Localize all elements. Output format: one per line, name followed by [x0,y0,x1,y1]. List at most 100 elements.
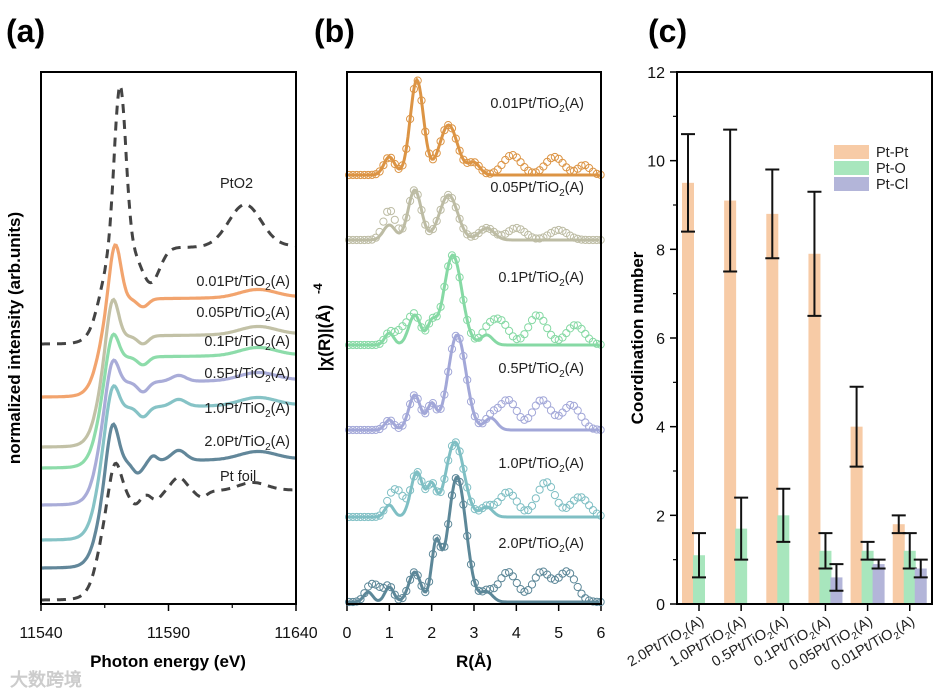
data-point-0-05pt-tio2-a- [512,223,521,233]
data-point-0-05pt-tio2-a- [428,225,437,234]
data-point-0-1pt-tio2-a- [482,322,491,331]
data-point-0-1pt-tio2-a- [546,330,556,339]
data-point-0-05pt-tio2-a- [383,207,392,216]
y-tick-label: 2 [656,508,665,525]
data-point-0-5pt-tio2-a- [577,412,586,421]
series-label: 0.5Pt/TiO2(A) [498,361,584,380]
data-point-0-01pt-tio2-a- [550,152,560,162]
data-point-2-0pt-tio2-a- [421,588,430,597]
data-point-0-5pt-tio2-a- [501,396,510,405]
series-label: 1.0Pt/TiO2(A) [498,456,584,475]
error-bar [849,385,864,468]
data-point-0-05pt-tio2-a- [447,194,457,203]
legend-swatch [834,145,869,159]
data-point-0-1pt-tio2-a- [493,314,502,323]
panel-b-ylabel: |χ(R)|(Å) -4 [311,283,334,371]
data-point-1-0pt-tio2-a- [554,498,563,507]
error-bar [681,133,695,233]
panel-b-frame [346,71,602,605]
panel-a-xlabel: Photon energy (eV) [90,652,246,671]
data-point-0-5pt-tio2-a- [508,400,518,409]
data-point-0-5pt-tio2-a- [546,406,556,415]
x-tick-label: 2 [427,625,436,642]
data-point-1-0pt-tio2-a- [520,506,529,515]
data-point-0-1pt-tio2-a- [501,320,510,329]
data-point-1-0pt-tio2-a- [585,501,594,510]
y-tick-label: 6 [656,331,665,348]
data-point-2-0pt-tio2-a- [562,567,571,576]
series-label: 2.0Pt/TiO2(A) [204,434,290,453]
data-point-0-01pt-tio2-a- [375,167,384,176]
data-point-2-0pt-tio2-a- [508,572,518,581]
data-point-0-05pt-tio2-a- [386,207,396,216]
bar-pt-pt [850,426,863,604]
data-point-0-1pt-tio2-a- [505,326,514,335]
bar-pt-cl [872,564,885,604]
data-point-1-0pt-tio2-a- [550,491,560,500]
data-point-0-5pt-tio2-a- [520,415,529,424]
series-label: 0.01Pt/TiO2(A) [490,96,584,115]
x-tick-label: 6 [597,625,606,642]
data-point-2-0pt-tio2-a- [482,585,491,594]
data-point-1-0pt-tio2-a- [413,468,422,477]
x-tick-label: 0 [343,625,352,642]
x-tick-label: 11590 [147,625,190,642]
data-point-0-01pt-tio2-a- [428,155,437,164]
error-bar [776,487,791,543]
error-bar [818,532,833,570]
data-point-0-1pt-tio2-a- [550,334,560,344]
data-point-0-5pt-tio2-a- [512,406,521,416]
bar-pt-pt [724,200,737,605]
data-point-1-0pt-tio2-a- [497,493,506,502]
error-bar [902,532,917,570]
bar-pt-o [693,555,705,604]
data-point-1-0pt-tio2-a- [539,479,548,488]
data-point-0-5pt-tio2-a- [550,411,560,420]
series-label: 0.5Pt/TiO2(A) [204,366,290,385]
bar-pt-o [861,550,874,604]
bar-pt-o [735,528,748,604]
legend-swatch [834,161,869,175]
panel-c-coordination-bars: 0246810122.0Pt/TiO2(A)1.0Pt/TiO2(A)0.5Pt… [625,65,928,677]
data-point-0-1pt-tio2-a- [524,323,533,332]
legend-label: Pt-O [876,161,906,177]
data-point-0-1pt-tio2-a- [581,329,590,338]
data-point-2-0pt-tio2-a- [524,586,533,595]
data-point-2-0pt-tio2-a- [497,574,506,583]
watermark: 大数跨境 [10,669,82,690]
y-tick-label: 4 [656,420,665,437]
data-point-0-1pt-tio2-a- [562,329,571,338]
xanes-curve-0-5pt-tio2-a- [41,358,297,507]
panel-a-ylabel: normalized intensity (arb.units) [5,212,24,464]
panel-a-xanes: 11540 11590 11640 PtO2 0.01Pt/TiO2(A) 0.05Pt/… [19,80,318,642]
data-point-2-0pt-tio2-a- [531,573,540,582]
fit-curve-0-5pt-tio2-a- [347,333,600,432]
fit-curve-0-1pt-tio2-a- [347,253,600,347]
panel-c-frame [676,71,933,605]
data-point-0-01pt-tio2-a- [379,161,388,170]
data-point-0-5pt-tio2-a- [543,400,552,409]
panel-b-ft-exafs: 0 1 2 3 4 5 6 0.01Pt/TiO2(A) 0.05Pt/TiO2(A) 0.1Pt… [343,76,606,642]
series-label: 0.05Pt/TiO2(A) [196,305,290,324]
data-point-0-01pt-tio2-a- [497,160,506,170]
xanes-curve-pto2 [41,80,297,346]
x-tick-label: 11640 [274,625,317,642]
data-point-2-0pt-tio2-a- [493,580,502,589]
data-point-2-0pt-tio2-a- [512,578,521,588]
data-point-0-5pt-tio2-a- [524,414,533,423]
bar-pt-o [777,515,790,604]
data-point-0-1pt-tio2-a- [527,316,537,325]
data-point-0-5pt-tio2-a- [398,421,407,430]
series-label: 0.01Pt/TiO2(A) [196,274,290,293]
error-bar [765,168,780,260]
panel-b-ylabel-exponent: -4 [311,283,325,294]
x-tick-label: 1 [385,625,394,642]
data-point-1-0pt-tio2-a- [512,497,521,506]
data-point-0-1pt-tio2-a- [390,327,399,336]
data-point-0-5pt-tio2-a- [531,401,540,410]
data-point-2-0pt-tio2-a- [577,589,586,598]
data-point-0-5pt-tio2-a- [566,400,575,410]
data-point-0-1pt-tio2-a- [379,335,388,344]
data-point-0-1pt-tio2-a- [531,311,540,320]
